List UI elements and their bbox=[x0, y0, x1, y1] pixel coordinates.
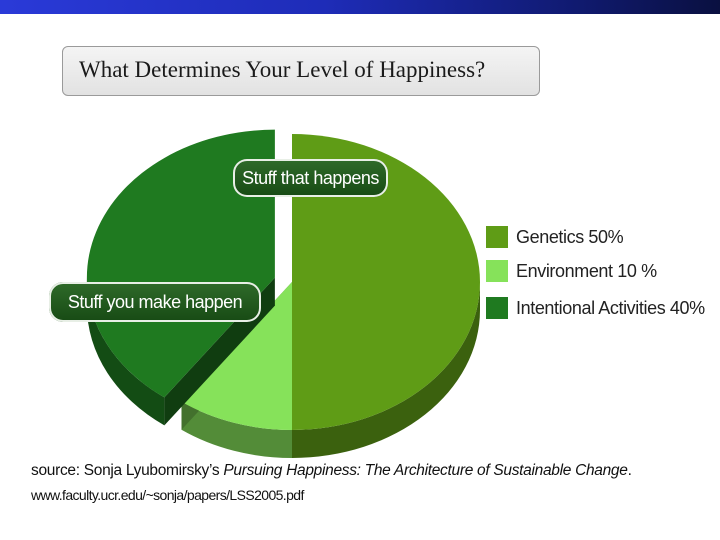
chart-title: What Determines Your Level of Happiness? bbox=[79, 57, 486, 82]
pie-slice-genetics bbox=[292, 134, 480, 430]
top-accent-bar bbox=[0, 0, 720, 14]
pie-slice-side-environment bbox=[181, 401, 292, 458]
source-citation: source: Sonja Lyubomirsky’s Pursuing Hap… bbox=[31, 462, 632, 480]
legend-swatch-genetics bbox=[486, 226, 508, 248]
legend-swatch-intentional bbox=[486, 297, 508, 319]
callout-stuff-you-make-happen: Stuff you make happen bbox=[49, 282, 261, 322]
pie-slice-environment bbox=[181, 282, 292, 431]
title-box: What Determines Your Level of Happiness? bbox=[62, 46, 540, 96]
pie-slice-intentional-activities bbox=[86, 129, 275, 398]
legend-item-environment: Environment 10 % bbox=[486, 260, 716, 282]
source-prefix: source: Sonja Lyubomirsky’s bbox=[31, 462, 224, 479]
source-url: www.faculty.ucr.edu/~sonja/papers/LSS200… bbox=[31, 487, 304, 503]
pie-slice-side-genetics bbox=[292, 282, 480, 458]
callout-stuff-that-happens: Stuff that happens bbox=[233, 159, 388, 197]
legend-item-genetics: Genetics 50% bbox=[486, 226, 716, 248]
legend-label-intentional: Intentional Activities 40% bbox=[516, 297, 705, 318]
legend-label-environment: Environment 10 % bbox=[516, 260, 657, 281]
pie-chart bbox=[86, 129, 480, 458]
source-suffix: . bbox=[627, 462, 632, 479]
source-book-title: Pursuing Happiness: The Architecture of … bbox=[223, 462, 628, 479]
legend-swatch-environment bbox=[486, 260, 508, 282]
pie-slice-side-intentional-activities bbox=[86, 277, 165, 426]
legend-label-genetics: Genetics 50% bbox=[516, 226, 624, 247]
legend-item-intentional: Intentional Activities 40% bbox=[486, 297, 716, 319]
